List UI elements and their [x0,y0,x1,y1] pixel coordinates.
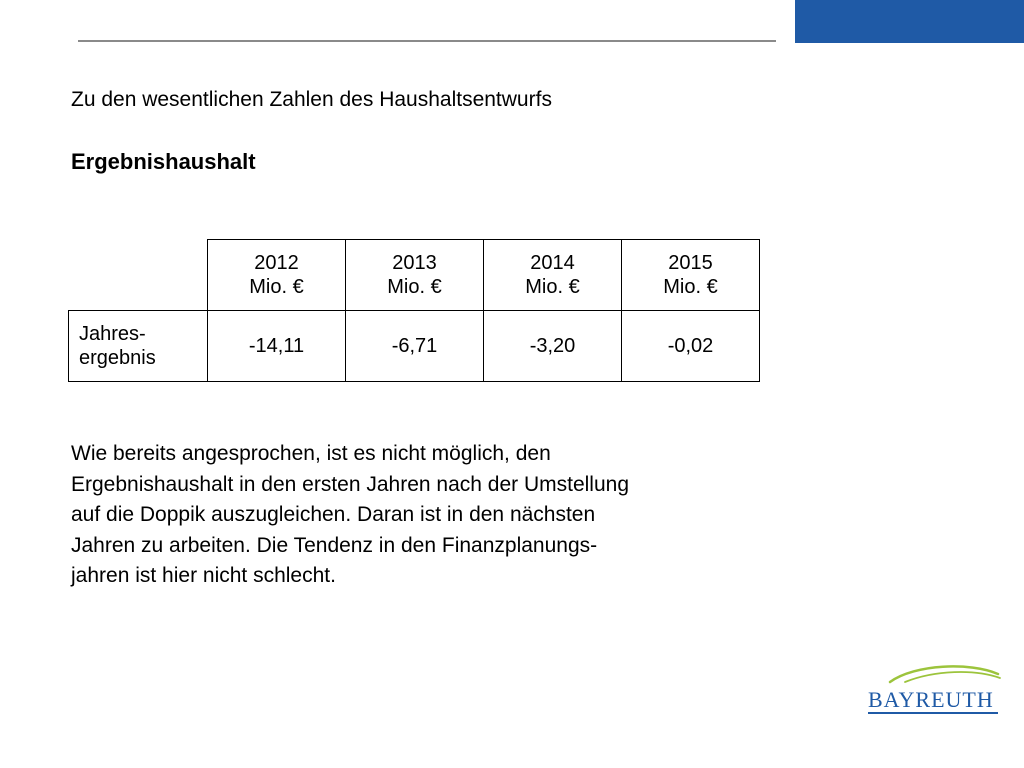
column-year: 2012 [254,252,299,274]
value-cell-2014: -3,20 [483,310,622,382]
column-unit: Mio. € [663,276,718,298]
table-header-row: 2012 Mio. € 2013 Mio. € 2014 Mio. € 2015… [68,239,760,311]
value-cell-2013: -6,71 [345,310,484,382]
column-unit: Mio. € [525,276,580,298]
column-header-2012: 2012 Mio. € [207,239,346,311]
bayreuth-logo: BAYREUTH [868,665,1001,714]
paragraph-line: Ergebnishaushalt in den ersten Jahren na… [71,472,630,496]
table-corner-cell [68,239,208,311]
column-year: 2014 [530,252,575,274]
column-header-2014: 2014 Mio. € [483,239,622,311]
paragraph-line: Wie bereits angesprochen, ist es nicht m… [71,442,551,465]
row-label-line: ergebnis [79,347,156,369]
header-accent-block [795,0,1024,43]
column-unit: Mio. € [387,276,442,298]
value-cell-2015: -0,02 [621,310,760,382]
logo-swoosh-icon [904,671,1001,683]
slide-subtitle: Zu den wesentlichen Zahlen des Haushalts… [71,88,552,111]
paragraph-line: Jahren zu arbeiten. Die Tendenz in den F… [71,533,598,557]
header-divider-line [78,40,776,42]
table-row: Jahres- ergebnis -14,11 -6,71 -3,20 -0,0… [68,310,760,382]
paragraph-line: jahren ist hier nicht schlecht. [71,564,336,587]
body-paragraph: Wie bereits angesprochen, ist es nicht m… [71,439,771,592]
column-year: 2015 [668,252,713,274]
column-header-2013: 2013 Mio. € [345,239,484,311]
slide-heading: Ergebnishaushalt [71,149,256,174]
logo-swoosh-icon [888,665,1000,684]
column-header-2015: 2015 Mio. € [621,239,760,311]
row-label-cell: Jahres- ergebnis [68,310,208,382]
value-cell-2012: -14,11 [207,310,346,382]
logo-wordmark: BAYREUTH [868,687,994,712]
row-label-line: Jahres- [79,323,146,345]
column-year: 2013 [392,252,437,274]
paragraph-line: auf die Doppik auszugleichen. Daran ist … [71,503,596,526]
column-unit: Mio. € [249,276,304,298]
results-table: 2012 Mio. € 2013 Mio. € 2014 Mio. € 2015… [68,239,760,382]
